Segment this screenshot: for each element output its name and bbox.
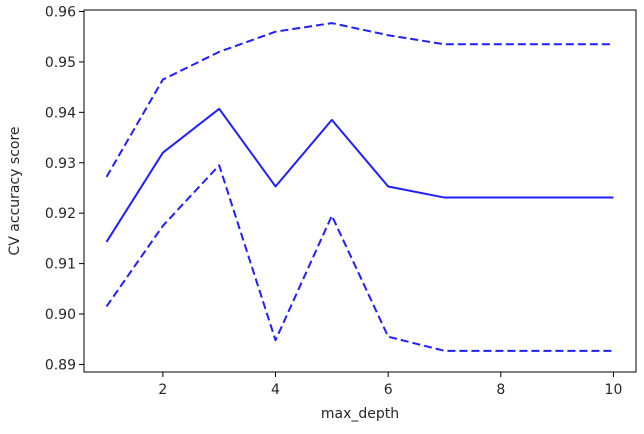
x-axis-label: max_depth <box>321 406 399 422</box>
y-tick-label: 0.96 <box>45 5 76 21</box>
y-tick-label: 0.91 <box>45 257 76 273</box>
series-line-mean <box>105 107 614 243</box>
y-axis: 0.89 0.90 0.91 0.92 0.93 0.94 0.95 0.96 <box>45 5 84 373</box>
x-tick-label: 10 <box>605 382 623 398</box>
x-tick-label: 8 <box>496 382 505 398</box>
x-axis: 2 4 6 8 10 <box>158 372 622 398</box>
series-line-lower <box>105 164 614 352</box>
plot-frame <box>83 9 637 373</box>
series-layer <box>105 22 614 352</box>
x-tick-label: 2 <box>158 382 167 398</box>
y-tick-label: 0.89 <box>45 357 76 373</box>
y-axis-label: CV accuracy score <box>7 126 23 255</box>
y-tick-label: 0.95 <box>45 55 76 71</box>
y-tick-label: 0.92 <box>45 206 76 222</box>
y-tick-label: 0.93 <box>45 156 76 172</box>
x-tick-label: 4 <box>271 382 280 398</box>
y-tick-label: 0.90 <box>45 307 76 323</box>
x-tick-label: 6 <box>384 382 393 398</box>
y-tick-label: 0.94 <box>45 105 76 121</box>
